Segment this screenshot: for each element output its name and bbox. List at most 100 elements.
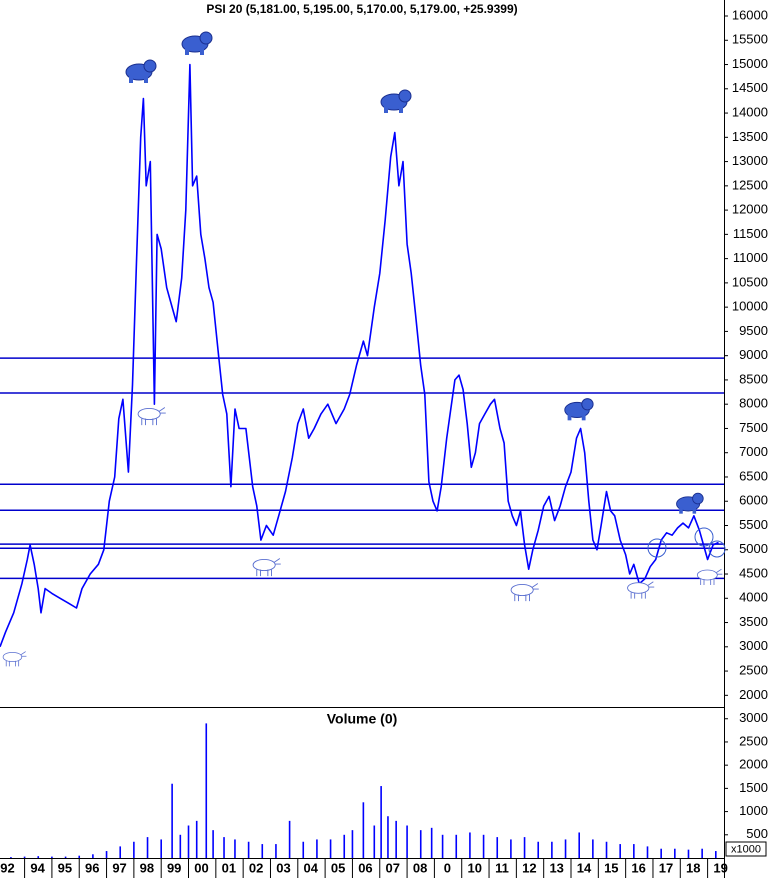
- volume-bar: [687, 849, 690, 858]
- y-tick-label: 2500: [739, 663, 768, 678]
- y-tick-label: 13000: [732, 153, 768, 168]
- y-tick-label: 15500: [732, 32, 768, 47]
- x-tick-label: 01: [222, 860, 236, 875]
- price-line: [0, 63, 719, 648]
- y-tick-label: 8000: [739, 396, 768, 411]
- y-tick-label: 10000: [732, 299, 768, 314]
- signal-circle: [694, 527, 714, 547]
- y-tick-label: 12500: [732, 177, 768, 192]
- x-tick-label: 92: [0, 860, 14, 875]
- unit-box: [725, 841, 767, 857]
- y-tick-label: 9000: [739, 347, 768, 362]
- volume-bar: [247, 841, 250, 858]
- y-tick-label: 11000: [733, 250, 768, 265]
- volume-bar: [523, 837, 526, 858]
- volume-bar: [78, 855, 81, 858]
- x-tick-label: 0: [444, 860, 451, 875]
- volume-bar: [674, 848, 676, 858]
- y-tick-label: 12000: [732, 202, 768, 217]
- volume-bar: [179, 834, 182, 858]
- x-tick-label: 19: [713, 860, 727, 875]
- volume-bar: [92, 854, 94, 858]
- x-tick-label: 98: [140, 860, 154, 875]
- volume-bar: [510, 839, 512, 858]
- volume-bar: [23, 856, 26, 858]
- volume-bar: [441, 834, 444, 858]
- x-tick-label: 13: [549, 860, 563, 875]
- y-tick-label: 16000: [732, 7, 768, 22]
- volume-bar: [551, 841, 553, 858]
- x-tick-label: 06: [358, 860, 372, 875]
- volume-bar: [160, 839, 162, 858]
- x-tick-label: 96: [85, 860, 99, 875]
- chart-title: PSI 20 (5,181.00, 5,195.00, 5,170.00, 5,…: [206, 2, 517, 16]
- x-tick-label: 12: [522, 860, 536, 875]
- y-tick-label: 3000: [739, 638, 768, 653]
- plot-area: [10, 723, 717, 858]
- volume-bar: [419, 830, 422, 858]
- x-tick-label: 16: [631, 860, 645, 875]
- volume-bar: [578, 832, 580, 858]
- plot-area: [0, 63, 724, 648]
- y-tick-label: 2500: [739, 733, 768, 748]
- volume-bar: [537, 841, 540, 858]
- x-tick-label: 05: [331, 860, 345, 875]
- x-tick-label: 95: [58, 860, 72, 875]
- volume-bar: [105, 851, 108, 858]
- y-tick-label: 1500: [739, 780, 768, 795]
- y-tick-label: 2000: [739, 757, 768, 772]
- y-tick-label: 500: [746, 826, 768, 841]
- y-tick-label: 13500: [732, 129, 768, 144]
- volume-bar: [619, 844, 621, 858]
- x-tick-label: 07: [386, 860, 400, 875]
- volume-bar: [380, 786, 382, 858]
- x-tick-label: 08: [413, 860, 427, 875]
- x-tick-label: 02: [249, 860, 263, 875]
- volume-bar: [261, 844, 264, 858]
- y-tick-label: 4500: [739, 565, 768, 580]
- volume-bar: [406, 825, 408, 858]
- volume-bar: [316, 839, 318, 858]
- volume-bar: [146, 837, 149, 858]
- volume-bar: [205, 723, 208, 858]
- volume-bar: [430, 827, 433, 858]
- volume-bar: [171, 783, 173, 858]
- x-tick-label: 03: [276, 860, 290, 875]
- volume-bar: [302, 841, 305, 858]
- y-tick-label: 5000: [739, 541, 768, 556]
- y-tick-label: 6000: [739, 493, 768, 508]
- volume-bar: [234, 839, 236, 858]
- x-tick-label: 11: [495, 860, 509, 875]
- volume-bar: [223, 837, 225, 858]
- y-tick-label: 3500: [739, 614, 768, 629]
- x-tick-label: 15: [604, 860, 618, 875]
- volume-bar: [592, 839, 594, 858]
- volume-title: Volume (0): [327, 711, 398, 727]
- signal-circle: [647, 538, 667, 558]
- signal-circle: [708, 540, 726, 558]
- volume-bar: [469, 832, 471, 858]
- volume-bar: [564, 839, 567, 858]
- volume-bar: [64, 856, 67, 858]
- y-tick-label: 14000: [732, 104, 768, 119]
- volume-bar: [646, 846, 649, 858]
- y-tick-label: 9500: [739, 323, 768, 338]
- volume-bar: [362, 802, 365, 858]
- y-tick-label: 14500: [732, 80, 768, 95]
- y-tick-label: 7000: [739, 444, 768, 459]
- y-tick-label: 11500: [733, 226, 768, 241]
- volume-bar: [633, 844, 635, 858]
- volume-bar: [660, 848, 662, 858]
- x-tick-label: 14: [577, 860, 592, 875]
- y-tick-label: 5500: [739, 517, 768, 532]
- x-tick-label: 94: [30, 860, 45, 875]
- volume-bar: [133, 841, 135, 858]
- volume-bar: [212, 830, 214, 858]
- volume-bar: [187, 825, 190, 858]
- x-tick-label: 04: [304, 860, 319, 875]
- y-tick-label: 2000: [739, 687, 768, 702]
- volume-bar: [10, 857, 12, 858]
- volume-bar: [51, 856, 53, 858]
- volume-bar: [482, 834, 485, 858]
